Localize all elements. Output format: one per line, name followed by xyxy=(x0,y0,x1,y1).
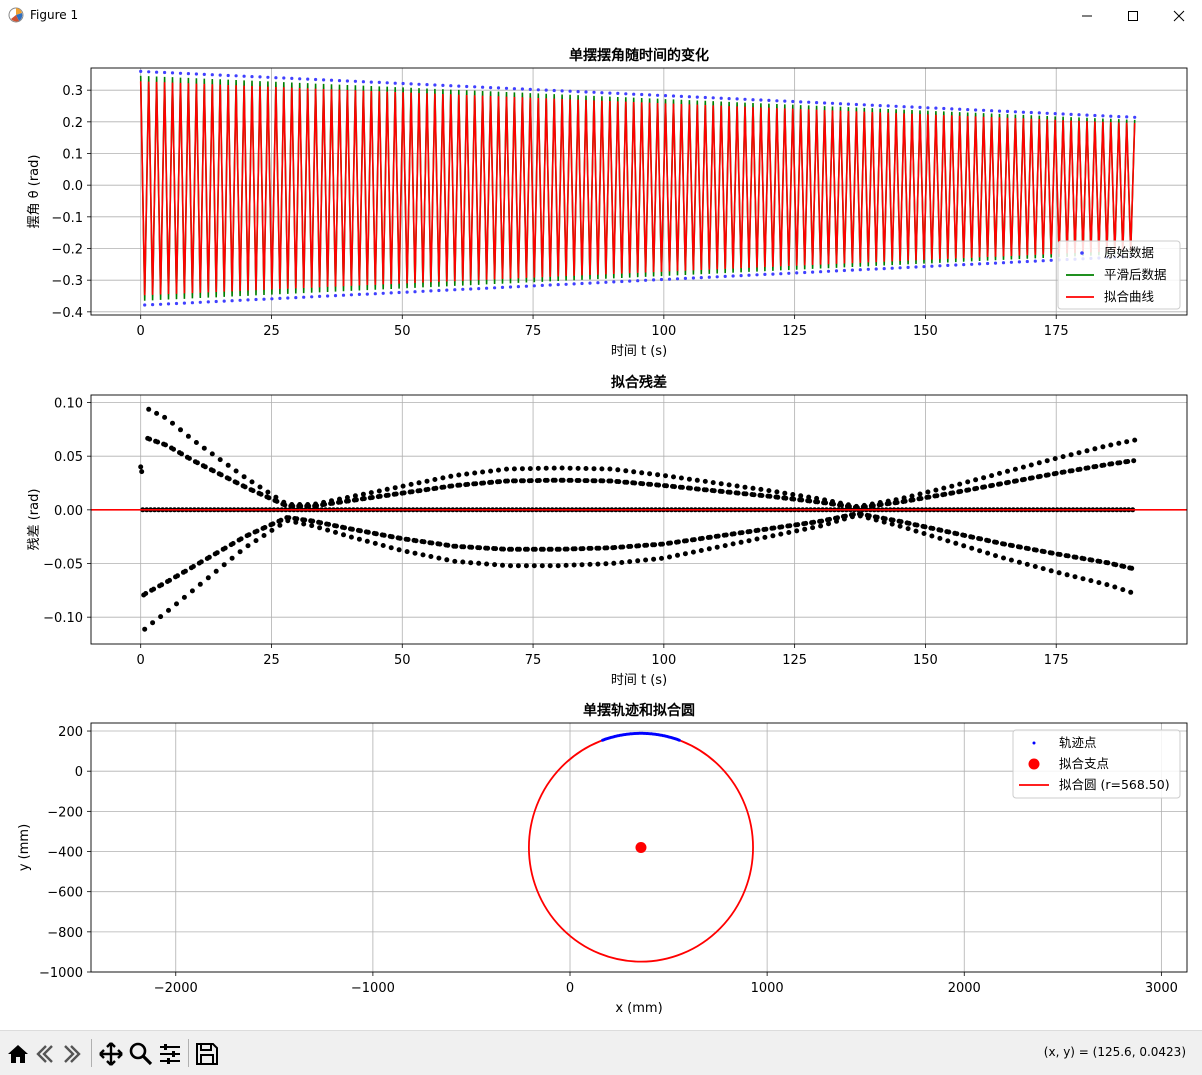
maximize-icon xyxy=(1128,11,1138,21)
legend-label: 拟合曲线 xyxy=(1104,289,1155,304)
x-tick-label: 25 xyxy=(263,653,280,668)
close-icon xyxy=(1173,10,1185,22)
x-tick-label: 0 xyxy=(137,653,145,668)
x-tick-label: 75 xyxy=(525,324,542,339)
y-tick-label: 0.10 xyxy=(54,397,83,412)
trajectory-points xyxy=(601,731,681,742)
axes-frame xyxy=(90,394,1188,645)
legend-marker-trajectory xyxy=(1032,741,1036,745)
y-tick-label: 0.05 xyxy=(54,450,83,465)
home-icon[interactable] xyxy=(5,1041,31,1067)
x-axis-label: 时间 t (s) xyxy=(611,673,667,688)
legend-marker-raw xyxy=(1080,251,1084,255)
axes-frame xyxy=(90,722,1188,973)
x-axis-label: 时间 t (s) xyxy=(611,344,667,359)
x-tick-label: −1000 xyxy=(351,981,395,996)
figure-canvas[interactable]: 0 25 50 75 100 125 150 175 −0.4 −0.3 −0.2 −0.1 0.0 0.… xyxy=(0,31,1202,1030)
x-tick-label: 125 xyxy=(782,324,807,339)
y-tick-label: −600 xyxy=(47,886,83,901)
y-tick-label: 0.1 xyxy=(62,148,83,163)
window-title: Figure 1 xyxy=(30,8,79,22)
x-tick-label: 175 xyxy=(1044,324,1069,339)
y-tick-label: 0.0 xyxy=(62,179,83,194)
y-tick-label: −0.1 xyxy=(51,211,83,226)
forward-icon[interactable] xyxy=(59,1041,85,1067)
zoom-icon[interactable] xyxy=(128,1041,154,1067)
x-tick-label: 25 xyxy=(263,324,280,339)
series-raw-data-points xyxy=(139,69,1137,307)
pan-icon[interactable] xyxy=(98,1041,124,1067)
x-tick-label: 100 xyxy=(651,653,676,668)
y-tick-label: 200 xyxy=(58,725,83,740)
minimize-button[interactable] xyxy=(1064,0,1110,31)
y-tick-label: −0.05 xyxy=(43,558,83,573)
x-tick-label: 175 xyxy=(1044,653,1069,668)
x-tick-label: 125 xyxy=(782,653,807,668)
x-tick-label: 75 xyxy=(525,653,542,668)
x-tick-label: 150 xyxy=(913,324,938,339)
chart-title: 拟合残差 xyxy=(611,374,667,391)
axes-background xyxy=(91,395,1187,644)
x-tick-label: 0 xyxy=(137,324,145,339)
minimize-icon xyxy=(1082,15,1092,17)
legend-label: 拟合支点 xyxy=(1059,756,1109,771)
legend-label: 原始数据 xyxy=(1104,245,1154,260)
x-tick-label: −2000 xyxy=(154,981,198,996)
configure-subplots-icon[interactable] xyxy=(157,1041,183,1067)
legend-box xyxy=(1057,240,1181,310)
y-tick-label: −400 xyxy=(47,846,83,861)
y-tick-label: −200 xyxy=(47,805,83,820)
chart-title: 单摆摆角随时间的变化 xyxy=(569,47,709,64)
y-tick-label: −0.3 xyxy=(51,274,83,289)
legend-box xyxy=(1012,729,1181,799)
legend-marker-pivot xyxy=(1028,758,1040,770)
x-tick-label: 100 xyxy=(651,324,676,339)
x-axis-label: x (mm) xyxy=(615,1001,662,1016)
x-tick-label: 50 xyxy=(394,653,411,668)
x-tick-label: 150 xyxy=(913,653,938,668)
matplotlib-icon xyxy=(8,7,24,23)
series-fit-line xyxy=(139,81,1136,296)
maximize-button[interactable] xyxy=(1110,0,1156,31)
x-tick-label: 1000 xyxy=(751,981,784,996)
y-axis-label: y (mm) xyxy=(17,824,32,871)
title-bar: Figure 1 xyxy=(0,0,1202,32)
navigation-toolbar: (x, y) = (125.6, 0.0423) xyxy=(0,1030,1202,1075)
x-tick-label: 50 xyxy=(394,324,411,339)
y-tick-label: 0.00 xyxy=(54,504,83,519)
pivot-point xyxy=(635,842,647,853)
y-tick-label: 0.2 xyxy=(62,116,83,131)
x-tick-label: 0 xyxy=(566,981,574,996)
chart-title: 单摆轨迹和拟合圆 xyxy=(583,702,695,719)
y-tick-label: −0.10 xyxy=(43,611,83,626)
y-axis-label: 摆角 θ (rad) xyxy=(27,155,42,229)
legend-label: 平滑后数据 xyxy=(1104,267,1167,282)
toolbar-separator xyxy=(91,1039,92,1067)
back-icon[interactable] xyxy=(32,1041,58,1067)
y-tick-label: −0.2 xyxy=(51,243,83,258)
cursor-coordinates: (x, y) = (125.6, 0.0423) xyxy=(1043,1045,1186,1059)
y-tick-label: 0 xyxy=(75,765,83,780)
y-tick-label: −1000 xyxy=(39,966,83,981)
y-tick-label: −0.4 xyxy=(51,306,83,321)
axes-frame xyxy=(90,67,1188,316)
y-tick-label: 0.3 xyxy=(62,84,83,99)
toolbar-separator xyxy=(188,1039,189,1067)
legend-label: 轨迹点 xyxy=(1059,735,1097,750)
close-button[interactable] xyxy=(1156,0,1202,31)
x-tick-label: 3000 xyxy=(1145,981,1178,996)
legend-label: 拟合圆 (r=568.50) xyxy=(1059,777,1170,792)
y-tick-label: −800 xyxy=(47,926,83,941)
figure-svg: 0 25 50 75 100 125 150 175 −0.4 −0.3 −0.2 −0.1 0.0 0.… xyxy=(17,47,1188,1016)
y-axis-label: 残差 (rad) xyxy=(27,489,42,551)
x-tick-label: 2000 xyxy=(948,981,981,996)
save-icon[interactable] xyxy=(194,1041,220,1067)
